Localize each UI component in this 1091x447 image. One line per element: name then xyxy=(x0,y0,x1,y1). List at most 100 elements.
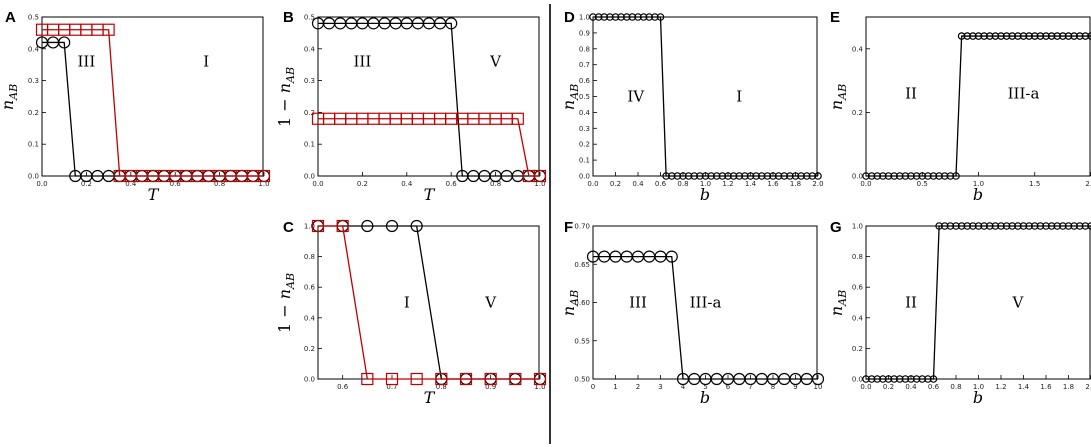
data-point xyxy=(1087,222,1091,230)
series-line xyxy=(866,225,1091,380)
data-point xyxy=(940,222,949,230)
y-axis-label-subscript: AB xyxy=(836,290,849,307)
x-tick-label: 0.6 xyxy=(928,383,940,391)
x-tick-label: 0.8 xyxy=(677,180,688,188)
data-point xyxy=(1081,32,1090,40)
data-point xyxy=(918,172,927,180)
data-point xyxy=(867,172,876,180)
y-tick-label: 0.2 xyxy=(852,109,863,117)
data-point xyxy=(929,172,938,180)
data-point xyxy=(862,172,870,180)
data-point xyxy=(684,172,693,180)
data-point xyxy=(752,172,760,180)
data-point xyxy=(1019,222,1028,230)
y-axis-label-subscript: AB xyxy=(284,67,297,84)
region-label: I xyxy=(203,53,209,71)
data-point xyxy=(963,32,972,40)
data-point xyxy=(435,372,448,386)
data-point xyxy=(410,372,423,386)
x-tick-label: 0.2 xyxy=(357,180,368,188)
x-tick-label: 1.2 xyxy=(722,180,733,188)
data-point xyxy=(1030,222,1039,230)
data-point xyxy=(935,172,943,180)
y-tick-label: 0.4 xyxy=(28,45,40,53)
data-point xyxy=(974,32,983,40)
y-tick-label: 0.8 xyxy=(852,253,863,261)
region-label: III-a xyxy=(690,294,722,312)
data-point xyxy=(952,172,960,180)
x-tick-label: 1.2 xyxy=(995,383,1006,391)
series-red xyxy=(35,23,271,183)
y-tick-label: 0.2 xyxy=(852,345,863,353)
y-tick-label: 0.0 xyxy=(304,173,315,181)
region-label: I xyxy=(404,294,410,312)
y-tick-label: 0.8 xyxy=(579,45,590,53)
y-axis-label: nAB xyxy=(827,84,849,110)
panel-g: 0.0 0.2 0.4 0.6 0.8 1.0 1.2 1.4 1.6 1.8 2.0 0.0 0.2 0… xyxy=(827,219,1091,407)
data-point xyxy=(918,375,927,383)
y-tick-label: 0.65 xyxy=(574,261,590,269)
x-tick-label: 0.4 xyxy=(632,180,644,188)
y-axis-label-symbol: n xyxy=(275,289,294,299)
data-point xyxy=(690,172,699,180)
data-point xyxy=(58,36,71,49)
data-point xyxy=(484,372,497,386)
y-tick-label: 0.4 xyxy=(304,314,316,322)
x-axis-label: b xyxy=(700,388,710,407)
data-point xyxy=(1030,32,1039,40)
x-tick-label: 0.7 xyxy=(386,383,397,391)
data-point xyxy=(665,250,678,263)
data-point xyxy=(1070,32,1078,40)
data-point xyxy=(594,13,603,21)
data-point xyxy=(1036,222,1045,230)
data-point xyxy=(811,372,825,386)
series-line xyxy=(42,41,264,177)
x-tick-label: 0.0 xyxy=(36,180,47,188)
data-point xyxy=(628,13,637,21)
data-point xyxy=(1064,222,1073,230)
y-axis-label: nAB xyxy=(559,84,581,110)
data-point xyxy=(712,172,721,180)
data-point xyxy=(884,172,893,180)
data-point xyxy=(385,219,399,233)
x-tick-label: 1.0 xyxy=(973,180,984,188)
data-point xyxy=(895,375,904,383)
data-point xyxy=(1008,32,1017,40)
y-tick-label: 0.1 xyxy=(579,157,590,165)
series-black xyxy=(589,13,822,180)
x-tick-label: 0.2 xyxy=(883,383,894,391)
data-point xyxy=(969,32,977,40)
panel-letter: D xyxy=(564,9,575,26)
y-axis-label-symbol: n xyxy=(275,83,294,93)
data-point xyxy=(729,172,738,180)
data-point xyxy=(924,375,932,383)
y-tick-label: 0.7 xyxy=(579,61,590,69)
x-tick-label: 0.0 xyxy=(587,180,598,188)
x-tick-label: 4 xyxy=(681,383,686,391)
x-tick-label: 0.0 xyxy=(860,383,871,391)
data-point xyxy=(622,13,631,21)
region-label: I xyxy=(736,88,742,106)
data-point xyxy=(645,13,654,21)
data-point xyxy=(757,172,766,180)
y-tick-label: 0.8 xyxy=(304,253,315,261)
data-point xyxy=(385,372,399,386)
x-tick-label: 1.0 xyxy=(700,180,711,188)
data-point xyxy=(862,375,870,383)
data-point xyxy=(1075,32,1084,40)
y-axis-label-symbol: n xyxy=(827,100,846,110)
y-tick-label: 1.0 xyxy=(304,223,315,231)
series-black xyxy=(311,219,547,386)
data-point xyxy=(873,172,882,180)
series-line xyxy=(318,22,540,177)
series-black xyxy=(862,32,1091,180)
x-tick-label: 5 xyxy=(703,383,707,391)
data-point xyxy=(1042,32,1050,40)
y-tick-label: 0.9 xyxy=(579,29,590,37)
y-tick-label: 0.4 xyxy=(852,45,864,53)
x-tick-label: 2.0 xyxy=(1085,180,1091,188)
data-point xyxy=(1053,32,1062,40)
data-point xyxy=(667,172,676,180)
series-line xyxy=(866,35,1091,177)
data-point xyxy=(769,172,777,180)
